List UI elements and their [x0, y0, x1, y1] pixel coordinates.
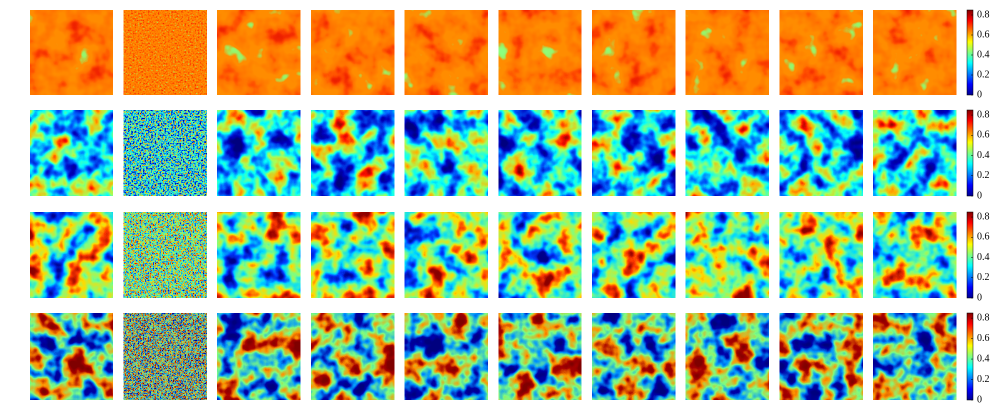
heatmap-panel — [123, 10, 207, 95]
colorbar-tick-label: 0 — [977, 89, 982, 100]
colorbar-tick-label: 0.4 — [977, 252, 990, 263]
heatmap-panel — [404, 313, 488, 400]
colorbar — [966, 9, 974, 96]
colorbar-tick-label: 0.8 — [977, 9, 990, 20]
heatmap-panel — [217, 10, 301, 95]
heatmap-panel — [498, 212, 582, 298]
heatmap-panel — [30, 313, 113, 400]
colorbar-tick-label: 0.4 — [977, 49, 990, 60]
heatmap-panel — [779, 212, 863, 298]
colorbar-tick-label: 0.8 — [977, 109, 990, 120]
heatmap-panel — [685, 10, 769, 95]
heatmap-panel — [404, 10, 488, 95]
colorbar-tick-label: 0.2 — [977, 170, 990, 181]
heatmap-panel — [592, 10, 676, 95]
colorbar-tick-label: 0.6 — [977, 29, 990, 40]
heatmap-panel — [685, 313, 769, 400]
colorbar-tick-label: 0.4 — [977, 150, 990, 161]
heatmap-panel — [685, 212, 769, 298]
colorbar — [966, 211, 974, 299]
heatmap-panel — [685, 110, 769, 196]
colorbar-tick-label: 0 — [977, 190, 982, 201]
heatmap-panel — [873, 212, 957, 298]
heatmap-panel — [404, 212, 488, 298]
heatmap-panel — [311, 212, 395, 298]
heatmap-panel — [779, 10, 863, 95]
colorbar-tick-label: 0.6 — [977, 232, 990, 243]
panel-row — [30, 10, 957, 95]
panel-row — [30, 212, 957, 298]
heatmap-panel — [498, 10, 582, 95]
heatmap-panel — [592, 212, 676, 298]
heatmap-panel — [311, 110, 395, 196]
heatmap-panel — [873, 10, 957, 95]
heatmap-panel — [123, 212, 207, 298]
heatmap-panel — [217, 110, 301, 196]
colorbar-tick-label: 0.6 — [977, 130, 990, 141]
colorbar-tick-label: 0.2 — [977, 69, 990, 80]
heatmap-panel — [311, 313, 395, 400]
panel-row — [30, 110, 957, 196]
heatmap-panel — [873, 313, 957, 400]
colorbar-tick-label: 0.4 — [977, 353, 990, 364]
heatmap-panel — [30, 212, 113, 298]
colorbar-tick-label: 0 — [977, 394, 982, 405]
heatmap-panel — [217, 313, 301, 400]
colorbar-tick-label: 0 — [977, 292, 982, 303]
colorbar — [966, 312, 974, 401]
heatmap-panel — [217, 212, 301, 298]
heatmap-panel — [779, 313, 863, 400]
heatmap-panel — [311, 10, 395, 95]
panel-row — [30, 313, 957, 400]
heatmap-panel — [779, 110, 863, 196]
colorbar-tick-label: 0.6 — [977, 333, 990, 344]
heatmap-panel — [498, 110, 582, 196]
heatmap-panel — [404, 110, 488, 196]
heatmap-panel — [498, 313, 582, 400]
colorbar-tick-label: 0.2 — [977, 272, 990, 283]
heatmap-panel — [123, 313, 207, 400]
colorbar — [966, 109, 974, 197]
colorbar-tick-label: 0.8 — [977, 312, 990, 323]
heatmap-panel — [30, 110, 113, 196]
colorbar-tick-label: 0.2 — [977, 374, 990, 385]
heatmap-panel — [592, 313, 676, 400]
heatmap-panel — [123, 110, 207, 196]
heatmap-panel — [592, 110, 676, 196]
heatmap-panel — [30, 10, 113, 95]
colorbar-tick-label: 0.8 — [977, 211, 990, 222]
heatmap-panel — [873, 110, 957, 196]
